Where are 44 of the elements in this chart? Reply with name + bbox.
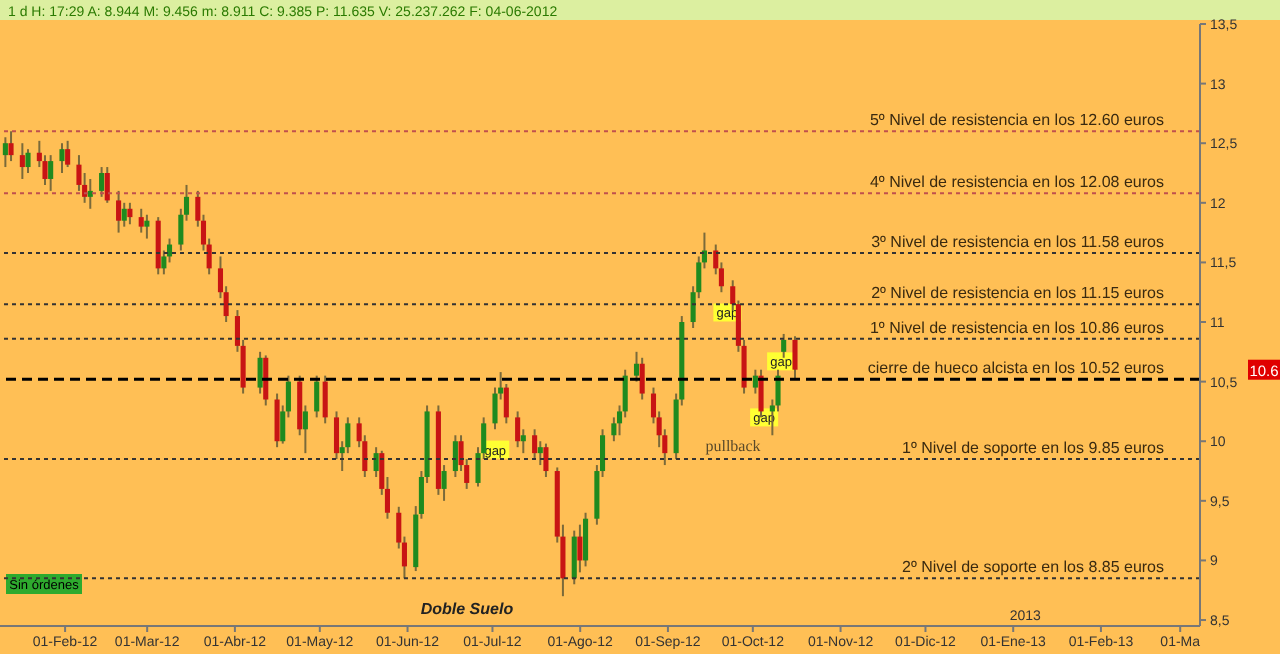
candlestick [144,213,150,240]
candlestick [314,374,320,419]
candlestick [583,511,589,568]
candlestick [577,523,583,574]
candlestick [19,142,25,180]
candlestick [59,142,65,175]
ref-line-label: 1º Nivel de soporte en los 9.85 euros [902,439,1164,458]
candlestick [127,201,133,226]
candlestick [263,354,269,407]
candlestick [99,166,105,198]
candlestick [25,148,31,175]
candlestick [792,335,798,381]
candlestick [752,368,758,395]
ref-line-label: cierre de hueco alcista en los 10.52 euros [867,359,1164,378]
candlestick [2,136,8,169]
candlestick [48,154,54,192]
candlestick [138,207,144,234]
candlestick [8,130,14,163]
candlestick [758,368,764,419]
candlestick [515,410,521,449]
candlestick [257,350,263,395]
candlestick [543,442,549,478]
candlestick [571,529,577,586]
candlestick [781,332,787,359]
candlestick [155,216,161,276]
ref-line-label: 5º Nivel de resistencia en los 12.60 euros [869,111,1164,130]
candlestick [65,139,71,169]
candlestick [441,464,447,502]
candlestick [452,434,458,478]
ref-line-label: 3º Nivel de resistencia en los 11.58 euros [871,232,1164,251]
annotation: pullback [705,437,761,456]
ref-line-label: 1º Nivel de resistencia en los 10.86 euros [869,318,1164,337]
ref-line-label: 2º Nivel de resistencia en los 11.15 euros [871,284,1164,303]
candlestick [639,356,645,401]
candlestick [322,374,328,425]
candlestick [274,392,280,449]
candlestick [87,177,93,210]
candlestick [373,446,379,478]
candlestick [104,166,110,204]
candlestick [116,189,122,234]
ref-line-label: 4º Nivel de resistencia en los 12.08 euros [869,173,1164,192]
candlestick [532,428,538,461]
annotation: Doble Suelo [420,600,514,618]
ref-line-label: 2º Nivel de soporte en los 8.85 euros [902,558,1164,577]
